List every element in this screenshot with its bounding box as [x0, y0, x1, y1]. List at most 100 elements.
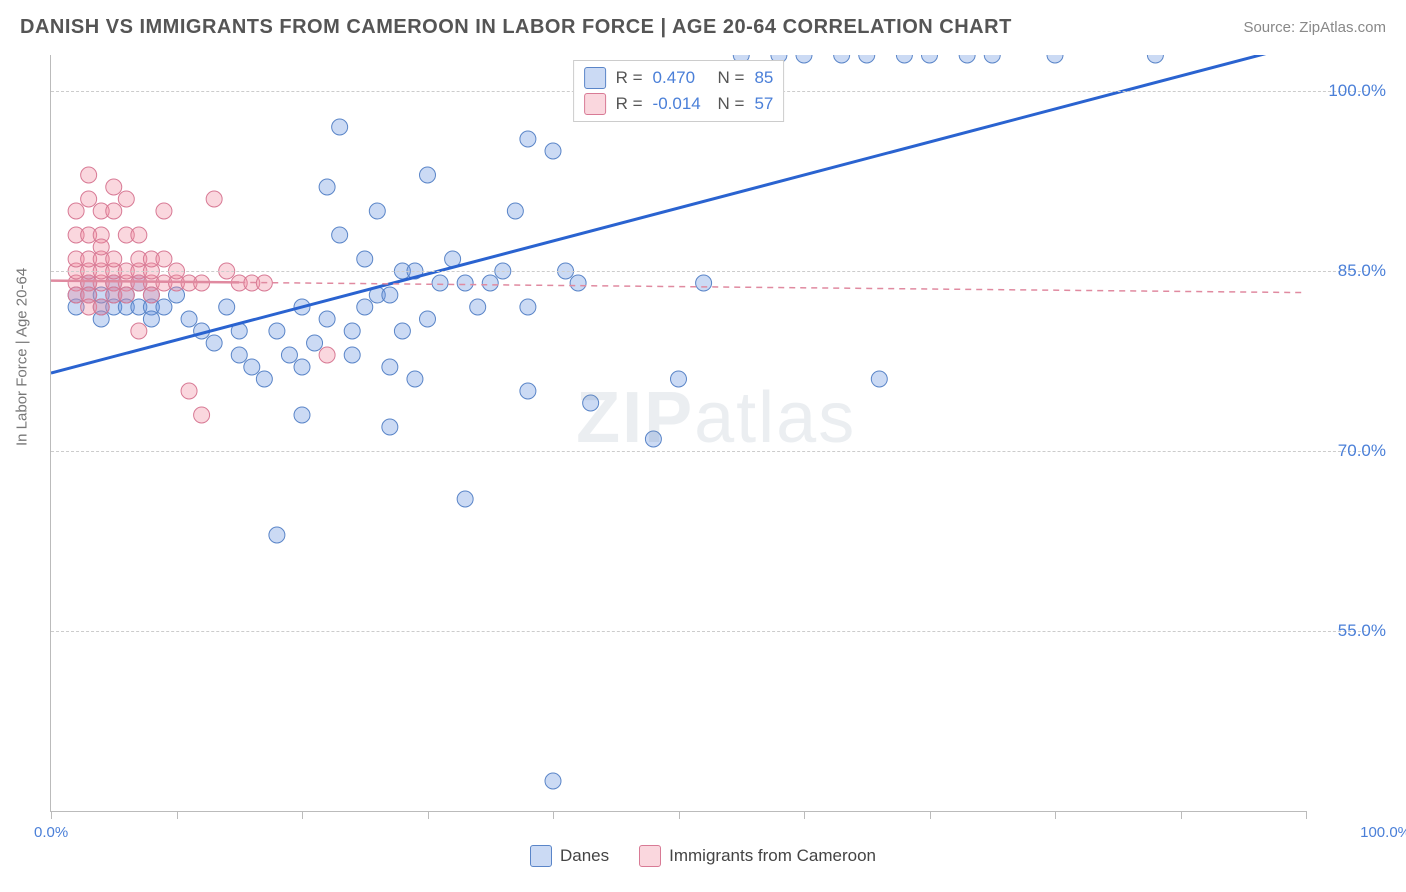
- data-point: [382, 359, 398, 375]
- data-point: [482, 275, 498, 291]
- data-point: [457, 491, 473, 507]
- legend-item: Immigrants from Cameroon: [639, 845, 876, 867]
- data-point: [507, 203, 523, 219]
- data-point: [131, 227, 147, 243]
- data-point: [68, 203, 84, 219]
- y-tick-label: 70.0%: [1316, 441, 1386, 461]
- x-tick-mark: [1181, 811, 1182, 819]
- data-point: [896, 55, 912, 63]
- x-tick-mark: [428, 811, 429, 819]
- y-axis-label: In Labor Force | Age 20-64: [14, 268, 31, 446]
- data-point: [407, 371, 423, 387]
- data-point: [796, 55, 812, 63]
- data-point: [583, 395, 599, 411]
- x-tick-mark: [1306, 811, 1307, 819]
- data-point: [93, 299, 109, 315]
- data-point: [645, 431, 661, 447]
- y-tick-label: 85.0%: [1316, 261, 1386, 281]
- source-attribution: Source: ZipAtlas.com: [1243, 19, 1386, 36]
- legend-n-value: 85: [754, 68, 773, 88]
- legend-n-label: N =: [718, 68, 745, 88]
- x-tick-mark: [553, 811, 554, 819]
- data-point: [520, 383, 536, 399]
- data-point: [570, 275, 586, 291]
- data-point: [307, 335, 323, 351]
- series-legend: Danes Immigrants from Cameroon: [0, 845, 1406, 867]
- x-tick-mark: [930, 811, 931, 819]
- data-point: [545, 143, 561, 159]
- data-point: [93, 239, 109, 255]
- legend-item: Danes: [530, 845, 609, 867]
- data-point: [344, 323, 360, 339]
- data-point: [420, 311, 436, 327]
- data-point: [156, 203, 172, 219]
- gridline: [51, 271, 1366, 272]
- data-point: [671, 371, 687, 387]
- data-point: [294, 359, 310, 375]
- data-point: [81, 167, 97, 183]
- legend-swatch: [639, 845, 661, 867]
- data-point: [269, 323, 285, 339]
- x-axis-max-label: 100.0%: [1360, 824, 1406, 841]
- x-tick-mark: [302, 811, 303, 819]
- y-tick-label: 100.0%: [1316, 81, 1386, 101]
- legend-r-label: R =: [616, 94, 643, 114]
- data-point: [382, 419, 398, 435]
- correlation-legend: R = 0.470 N = 85 R =-0.014N =57: [573, 60, 785, 122]
- data-point: [281, 347, 297, 363]
- data-point: [696, 275, 712, 291]
- data-point: [319, 311, 335, 327]
- data-point: [156, 251, 172, 267]
- legend-row: R =-0.014N =57: [584, 91, 774, 117]
- legend-series-label: Immigrants from Cameroon: [669, 846, 876, 866]
- data-point: [106, 251, 122, 267]
- x-tick-mark: [804, 811, 805, 819]
- scatter-plot-svg: [51, 55, 1306, 811]
- data-point: [1047, 55, 1063, 63]
- data-point: [231, 347, 247, 363]
- data-point: [156, 299, 172, 315]
- x-tick-mark: [679, 811, 680, 819]
- data-point: [922, 55, 938, 63]
- data-point: [959, 55, 975, 63]
- data-point: [131, 323, 147, 339]
- data-point: [332, 227, 348, 243]
- data-point: [1147, 55, 1163, 63]
- data-point: [871, 371, 887, 387]
- data-point: [520, 131, 536, 147]
- data-point: [357, 251, 373, 267]
- data-point: [394, 323, 410, 339]
- x-tick-mark: [177, 811, 178, 819]
- data-point: [432, 275, 448, 291]
- data-point: [181, 383, 197, 399]
- data-point: [81, 191, 97, 207]
- data-point: [269, 527, 285, 543]
- gridline: [51, 631, 1366, 632]
- data-point: [118, 191, 134, 207]
- data-point: [984, 55, 1000, 63]
- gridline: [51, 451, 1366, 452]
- x-tick-mark: [1055, 811, 1056, 819]
- legend-r-value: 0.470: [653, 68, 708, 88]
- data-point: [256, 371, 272, 387]
- chart-title: DANISH VS IMMIGRANTS FROM CAMEROON IN LA…: [20, 16, 1012, 39]
- data-point: [319, 179, 335, 195]
- legend-swatch: [584, 93, 606, 115]
- data-point: [206, 191, 222, 207]
- data-point: [319, 347, 335, 363]
- legend-series-label: Danes: [560, 846, 609, 866]
- data-point: [206, 335, 222, 351]
- data-point: [294, 407, 310, 423]
- data-point: [181, 311, 197, 327]
- legend-row: R =0.470N =85: [584, 65, 774, 91]
- data-point: [357, 299, 373, 315]
- data-point: [244, 359, 260, 375]
- data-point: [106, 203, 122, 219]
- chart-plot-area: ZIPatlas R =0.470N =85R =-0.014N =57 0.0…: [50, 55, 1306, 812]
- legend-n-label: N =: [718, 94, 745, 114]
- legend-swatch: [530, 845, 552, 867]
- x-tick-mark: [51, 811, 52, 819]
- x-axis-min-label: 0.0%: [34, 824, 68, 841]
- data-point: [470, 299, 486, 315]
- y-tick-label: 55.0%: [1316, 621, 1386, 641]
